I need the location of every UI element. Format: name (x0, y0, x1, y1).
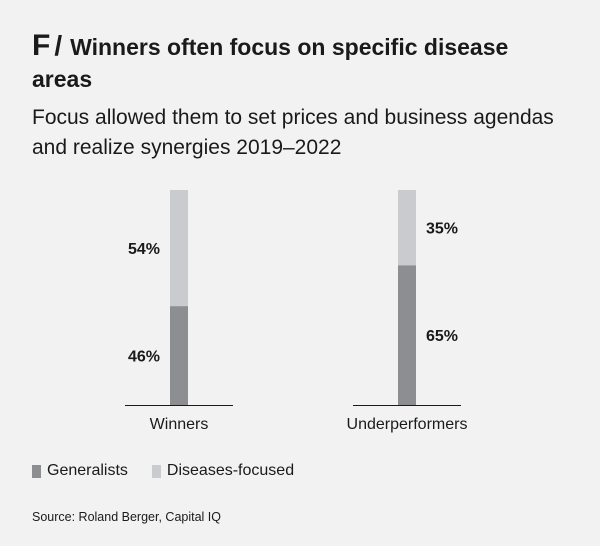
bar-underperformers-generalists (398, 265, 416, 405)
legend-item-generalists: Generalists (32, 462, 128, 480)
data-label-underperformers-generalists: 65% (426, 328, 458, 345)
legend-label-diseases-focused: Diseases-focused (166, 462, 295, 479)
data-label-underperformers-diseases-focused: 35% (426, 221, 458, 238)
chart-subtitle: Focus allowed them to set prices and bus… (32, 106, 554, 159)
bar-underperformers-diseases-focused (398, 190, 416, 266)
chart-title: F / Winners often focus on specific diseas… (32, 30, 572, 95)
chart-legend: Generalists Diseases-focused (32, 462, 318, 480)
bar-winners-diseases-focused (170, 190, 188, 307)
category-label-winners: Winners (150, 416, 209, 433)
legend-item-diseases-focused: Diseases-focused (151, 462, 295, 480)
legend-swatch-diseases-focused (151, 464, 161, 478)
data-label-winners-generalists: 46% (128, 349, 160, 366)
category-label-underperformers: Underperformers (347, 416, 468, 433)
chart-title-text: Winners often focus on specific disease … (32, 34, 509, 92)
figure-letter: F (32, 29, 51, 62)
legend-label-generalists: Generalists (47, 462, 128, 479)
legend-swatch-generalists (32, 464, 41, 478)
figure-separator: / (54, 30, 63, 61)
data-label-winners-diseases-focused: 54% (128, 241, 160, 258)
source-note: Source: Roland Berger, Capital IQ (32, 510, 221, 524)
stacked-bar-chart: 46% 54% Winners 65% 35% Underperformers (125, 190, 468, 433)
bar-winners-generalists (170, 306, 188, 405)
